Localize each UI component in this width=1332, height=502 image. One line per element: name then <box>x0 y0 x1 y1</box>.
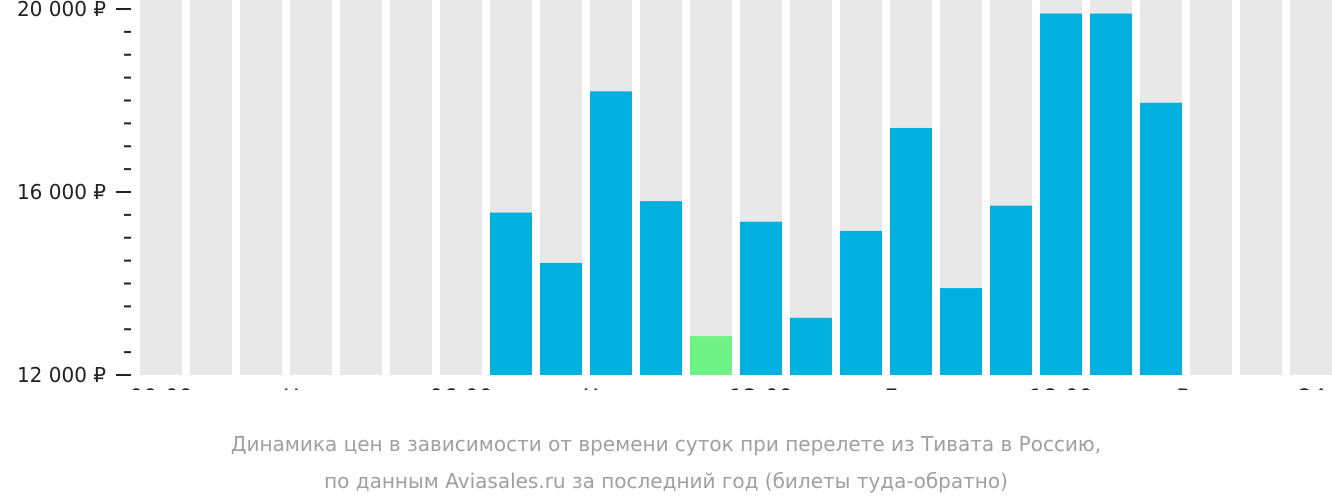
bar-08:00 <box>540 262 582 375</box>
background-bar-23:00 <box>1290 0 1332 375</box>
bar-15:00 <box>890 127 932 375</box>
x-tick-label: 06:00 <box>429 386 492 390</box>
bar-14:00 <box>840 230 882 375</box>
x-tick-label: 12:00 <box>729 386 792 390</box>
background-bar-02:00 <box>240 0 282 375</box>
background-bar-05:00 <box>390 0 432 375</box>
background-bar-06:00 <box>440 0 482 375</box>
bar-07:00 <box>490 212 532 375</box>
x-tick-label: Вечер <box>1176 386 1245 390</box>
bar-09:00 <box>590 91 632 375</box>
x-tick-label: Ночь <box>283 386 339 390</box>
x-tick-label: 24:00 <box>1298 386 1332 390</box>
x-tick-label: День <box>882 386 940 390</box>
bar-10:00 <box>640 201 682 375</box>
bar-13:00 <box>790 317 832 375</box>
y-tick-label: 20 000 ₽ <box>17 0 106 21</box>
x-tick-label: 00:00 <box>129 386 192 390</box>
background-bar-21:00 <box>1190 0 1232 375</box>
caption-line-1: Динамика цен в зависимости от времени су… <box>230 432 1102 456</box>
bar-12:00 <box>740 221 782 375</box>
x-tick-label: Утро <box>584 386 638 390</box>
price-by-hour-chart: 12 000 ₽ 16 000 ₽ 20 000 ₽ 00:00 Ночь 06:00 У… <box>17 0 1332 390</box>
background-bar-13:00 <box>790 0 832 375</box>
bar-19:00 <box>1090 13 1132 375</box>
background-bar-11:00 <box>690 0 732 375</box>
bar-20:00 <box>1140 102 1182 375</box>
y-tick-label: 16 000 ₽ <box>17 180 106 204</box>
background-bar-22:00 <box>1240 0 1282 375</box>
y-tick-label: 12 000 ₽ <box>17 363 106 387</box>
x-tick-label: 18:00 <box>1029 386 1092 390</box>
bar-18:00 <box>1040 13 1082 375</box>
bars <box>490 13 1182 375</box>
background-bar-00:00 <box>140 0 182 375</box>
background-bar-01:00 <box>190 0 232 375</box>
caption-line-2: по данным Aviasales.ru за последний год … <box>324 469 1008 493</box>
background-bar-03:00 <box>290 0 332 375</box>
bar-11:00 <box>690 336 732 375</box>
x-axis: 00:00 Ночь 06:00 Утро 12:00 День 18:00 Вечер 24:… <box>129 386 1332 390</box>
y-axis: 12 000 ₽ 16 000 ₽ 20 000 ₽ <box>17 0 131 387</box>
bar-17:00 <box>990 205 1032 375</box>
bar-16:00 <box>940 288 982 375</box>
background-bar-04:00 <box>340 0 382 375</box>
